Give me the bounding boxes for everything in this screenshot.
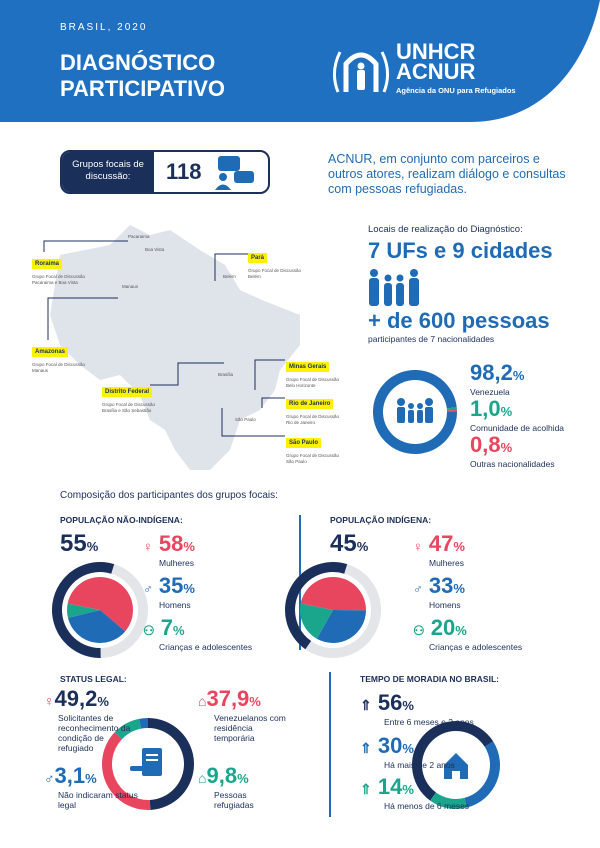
residence-time-title: TEMPO DE MORADIA NO BRASIL: — [360, 674, 499, 684]
non-indigenous-title: POPULAÇÃO NÃO-INDÍGENA: — [60, 515, 183, 525]
map-state-minas-gerais: Minas Gerais Grupo Focal de Discussão Belo… — [286, 362, 340, 388]
legal-refugees: ⌂9,8% Pessoas refugiadas — [198, 763, 254, 811]
composition-non_indigenous-0: ♀ 58% Mulheres — [143, 531, 195, 569]
residence-over-2y: ⇑ 30% Há mais de 2 anos — [360, 733, 455, 771]
nat-venezuela: 98,2% Venezuela — [470, 360, 525, 398]
map-state-distrito-federal: Distrito Federal Grupo Focal de Discussão… — [102, 387, 156, 413]
legal-temporary-residence: ⌂37,9% Venezuelanos com residência tempor… — [198, 686, 286, 744]
composition-indigenous-2: ⚇ 20% Crianças e adolescentes — [413, 615, 523, 653]
non-indigenous-share: 55% — [60, 530, 99, 557]
map-state-rio-de-janeiro: Rio de Janeiro Grupo Focal de Discussão Ri… — [286, 399, 340, 425]
legal-status-chart — [101, 718, 195, 810]
legal_status-slice-0 — [148, 718, 195, 810]
non_indigenous-outer-share — [51, 562, 115, 658]
composition-indigenous-0: ♀ 47% Mulheres — [413, 531, 465, 569]
header-kicker: BRASIL, 2020 — [60, 22, 148, 33]
indigenous-chart — [284, 562, 381, 658]
nationalities-donut — [373, 369, 457, 454]
family-icon — [369, 269, 419, 306]
unhcr-emblem-icon — [333, 51, 389, 93]
residence_time-slice-2 — [430, 792, 467, 809]
non-indigenous-chart — [51, 562, 148, 658]
house-icon — [444, 753, 468, 779]
header-banner — [0, 0, 600, 122]
legal_status-slice-1 — [101, 732, 151, 810]
nationalities-slice-2 — [446, 409, 457, 412]
indigenous-pie-slice-1 — [316, 610, 366, 643]
legal-status-title: STATUS LEGAL: — [60, 674, 127, 684]
indigenous-pie-slice-2 — [300, 603, 333, 639]
logo-acnur: ACNUR — [396, 59, 476, 84]
composition-indigenous-1: ♂ 33% Homens — [413, 573, 465, 611]
legal-not-indicated: ♂3,1% Não indicaram status legal — [44, 763, 138, 811]
nat-host: 1,0% Comunidade de acolhida — [470, 396, 565, 434]
locations-headline: 7 UFs e 9 cidades — [368, 238, 553, 263]
focal-groups-badge: Grupos focais de discussão: 118 — [60, 150, 270, 194]
map-city-belem: Belém — [223, 274, 236, 279]
composition-non_indigenous-1: ♂ 35% Homens — [143, 573, 195, 611]
chat-people-icon — [215, 156, 254, 190]
logo-unhcr: UNHCR — [396, 39, 476, 64]
legal_status-slice-3 — [139, 718, 148, 729]
composition-title: Composição dos participantes dos grupos … — [60, 490, 278, 501]
map-state-sao-paulo: São Paulo Grupo Focal de Discussão São Pau… — [286, 438, 340, 464]
non_indigenous-pie-slice-2 — [67, 603, 100, 618]
intro-text: ACNUR, em conjunto com parceiros e outro… — [328, 152, 566, 196]
logo-tagline: Agência da ONU para Refugiados — [396, 86, 516, 95]
map-state-roraima: Roraima Grupo Focal de Discussão Pacaraima… — [32, 259, 86, 285]
residence-under-6m: ⇑ 14% Há menos de 6 meses — [360, 774, 470, 812]
map-city-sao-paulo: São Paulo — [235, 417, 256, 422]
residence-6m-2y: ⇑ 56% Entre 6 meses e 2 anos — [360, 690, 474, 728]
map-city-manaus: Manaus — [122, 284, 139, 289]
map-state-amazonas: Amazonas Grupo Focal de Discussão Manaus — [32, 347, 86, 373]
page-title: DIAGNÓSTICO PARTICIPATIVO — [60, 50, 225, 101]
legal-asylum-seekers: ♀49,2% Solicitantes de reconhecimento da … — [44, 686, 131, 754]
document-hand-icon — [130, 748, 162, 776]
non_indigenous-pie-slice-1 — [67, 610, 126, 643]
composition-non_indigenous-2: ⚇ 7% Crianças e adolescentes — [143, 615, 253, 653]
nat-other: 0,8% Outras nacionalidades — [470, 432, 555, 470]
map-city-pacaraima: Pacaraima — [128, 234, 150, 239]
legal_status-slice-2 — [114, 718, 142, 740]
locations-label: Locais de realização do Diagnóstico: — [368, 224, 523, 235]
residence-time-chart — [412, 721, 500, 809]
people-count: + de 600 pessoas — [368, 308, 550, 333]
map-state-para: Pará Grupo Focal de Discussão Belém — [248, 253, 302, 279]
indigenous-pie-slice-0 — [300, 577, 366, 611]
section-divider-bottom — [329, 672, 331, 817]
family-icon — [397, 398, 433, 423]
people-sub: participantes de 7 nacionalidades — [368, 334, 495, 344]
indigenous-title: POPULAÇÃO INDÍGENA: — [330, 515, 432, 525]
non_indigenous-pie-slice-0 — [67, 577, 133, 632]
unhcr-logo: UNHCR ACNUR Agência da ONU para Refugiad… — [330, 41, 516, 107]
map-city-brasilia: Brasília — [218, 372, 234, 377]
residence_time-slice-1 — [464, 741, 500, 808]
focal-groups-label: Grupos focais de discussão: — [62, 152, 154, 192]
map-city-boa-vista: Boa Vista — [145, 247, 165, 252]
nationalities-slice-1 — [446, 407, 457, 411]
indigenous-outer-share — [285, 562, 348, 650]
nationalities-slice-0 — [373, 369, 457, 454]
indigenous-share: 45% — [330, 530, 369, 557]
focal-groups-count: 118 — [166, 159, 202, 184]
